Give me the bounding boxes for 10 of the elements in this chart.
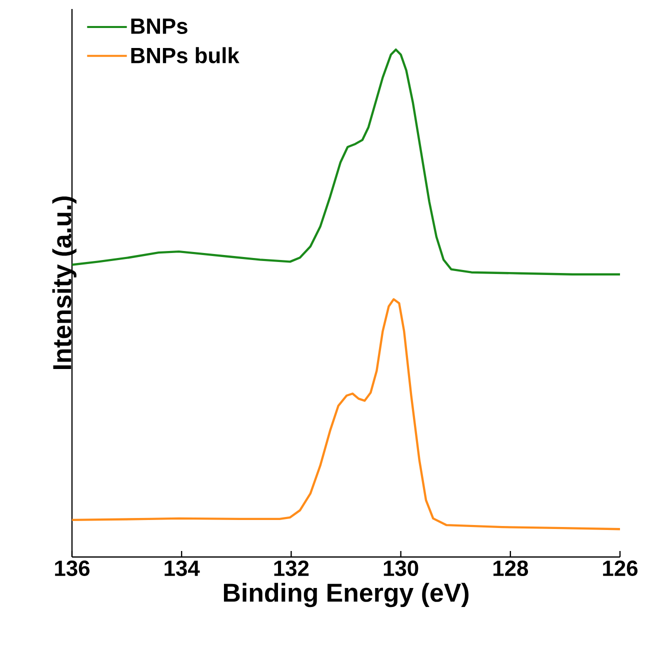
- y-axis-title: Intensity (a.u.): [52, 196, 76, 370]
- x-tick-label: 132: [274, 560, 309, 576]
- legend-label: BNPs: [131, 18, 188, 34]
- x-tick-label: 126: [603, 560, 638, 576]
- x-tick-label: 130: [384, 560, 418, 576]
- x-axis-title: Binding Energy (eV): [224, 582, 468, 608]
- x-tick-label: 134: [164, 560, 200, 576]
- x-tick-label: 128: [493, 560, 528, 576]
- legend-label: BNPs bulk: [131, 47, 240, 64]
- x-tick-label: 136: [55, 560, 90, 576]
